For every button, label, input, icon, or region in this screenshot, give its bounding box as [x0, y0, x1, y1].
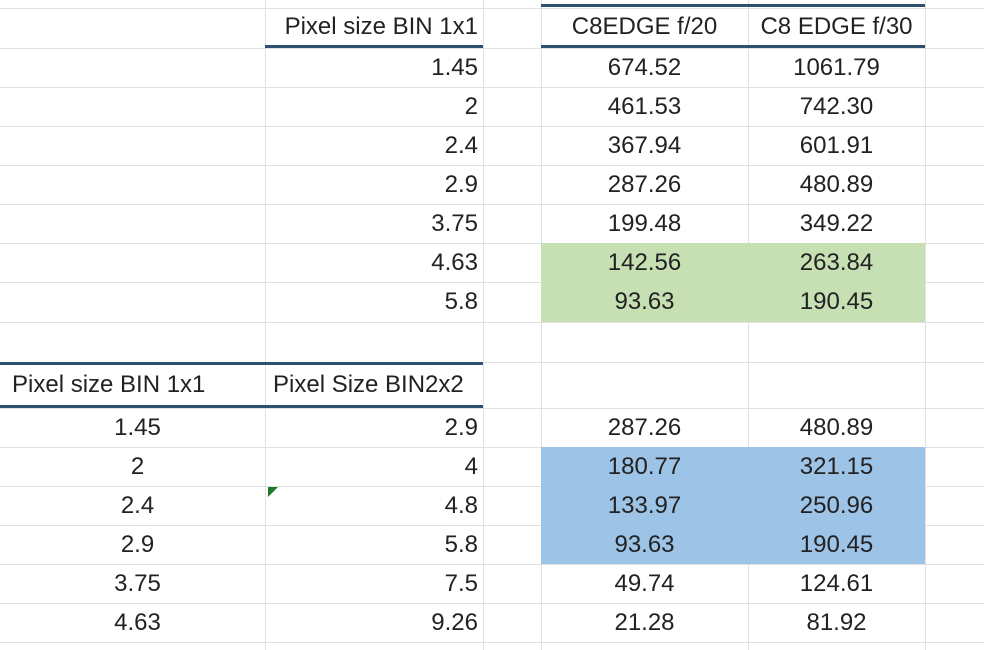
table-cell[interactable]: 1.45 [114, 413, 161, 441]
gridline-horizontal [0, 447, 984, 448]
table-cell[interactable]: 3.75 [431, 209, 478, 237]
table-cell[interactable]: 4.8 [444, 491, 478, 519]
table-cell[interactable]: 4.63 [114, 608, 161, 636]
gridline-vertical [265, 0, 266, 650]
column-header[interactable]: Pixel Size BIN2x2 [265, 362, 483, 408]
gridline-horizontal [0, 642, 984, 643]
gridline-horizontal [0, 564, 984, 565]
table-cell[interactable]: 4.63 [431, 248, 478, 276]
table-cell[interactable]: 287.26 [607, 170, 682, 198]
table-cell-highlighted-green[interactable]: 142.56 [541, 243, 748, 283]
gridline-horizontal [0, 126, 984, 127]
table-cell[interactable]: 742.30 [799, 92, 874, 120]
table-cell[interactable]: 2.9 [444, 170, 478, 198]
column-header[interactable]: C8 EDGE f/30 [748, 8, 925, 48]
table-cell[interactable]: 7.5 [444, 569, 478, 597]
table-cell[interactable]: 21.28 [614, 608, 675, 636]
gridline-horizontal [0, 603, 984, 604]
table-cell-highlighted-green[interactable]: 263.84 [748, 243, 925, 283]
table-cell-highlighted-blue[interactable]: 133.97 [541, 486, 748, 526]
gridline-horizontal [0, 408, 984, 409]
table-cell[interactable]: 2 [130, 452, 145, 480]
gridline-horizontal [0, 243, 984, 244]
table-cell-highlighted-green[interactable]: 190.45 [748, 282, 925, 322]
gridline-horizontal [0, 8, 984, 9]
table-cell[interactable]: 49.74 [614, 569, 675, 597]
table-cell[interactable]: 674.52 [607, 53, 682, 81]
table-cell[interactable]: 1061.79 [793, 53, 880, 81]
table-cell[interactable]: 9.26 [431, 608, 478, 636]
column-header[interactable]: Pixel size BIN 1x1 [265, 8, 483, 48]
gridline-horizontal [0, 322, 984, 323]
table-cell[interactable]: 4 [464, 452, 478, 480]
table-cell-highlighted-blue[interactable]: 250.96 [748, 486, 925, 526]
gridline-vertical [483, 0, 484, 650]
table-cell[interactable]: 1.45 [431, 53, 478, 81]
gridline-horizontal [0, 486, 984, 487]
table-cell[interactable]: 480.89 [799, 413, 874, 441]
table-cell-highlighted-green[interactable]: 93.63 [541, 282, 748, 322]
table-cell[interactable]: 461.53 [607, 92, 682, 120]
table-cell[interactable]: 124.61 [799, 569, 874, 597]
gridline-horizontal [0, 525, 984, 526]
gridline-horizontal [0, 282, 984, 283]
gridline-horizontal [0, 362, 984, 363]
table-cell-highlighted-blue[interactable]: 190.45 [748, 525, 925, 564]
table-cell[interactable]: 349.22 [799, 209, 874, 237]
table-cell[interactable]: 2.4 [444, 131, 478, 159]
table-cell[interactable]: 287.26 [607, 413, 682, 441]
table-cell-highlighted-blue[interactable]: 321.15 [748, 447, 925, 487]
table-cell[interactable]: 2.9 [444, 413, 478, 441]
table-cell[interactable]: 2.4 [120, 491, 155, 519]
table-cell[interactable]: 199.48 [607, 209, 682, 237]
gridline-vertical [541, 0, 542, 650]
table-cell[interactable]: 601.91 [799, 131, 874, 159]
table-cell[interactable]: 367.94 [607, 131, 682, 159]
gridline-vertical [748, 0, 749, 650]
table-cell-highlighted-blue[interactable]: 93.63 [541, 525, 748, 564]
gridline-horizontal [0, 204, 984, 205]
column-header[interactable]: C8EDGE f/20 [541, 8, 748, 48]
table-cell[interactable]: 81.92 [806, 608, 867, 636]
cell-error-indicator-icon[interactable] [268, 487, 278, 497]
gridline-vertical [925, 0, 926, 650]
table-cell[interactable]: 2 [464, 92, 478, 120]
table-cell[interactable]: 5.8 [444, 288, 478, 315]
column-header[interactable]: Pixel size BIN 1x1 [0, 362, 265, 408]
header-top-border [541, 4, 925, 8]
gridline-horizontal [0, 87, 984, 88]
gridline-horizontal [0, 165, 984, 166]
table-cell[interactable]: 5.8 [444, 530, 478, 558]
table-cell[interactable]: 3.75 [114, 569, 161, 597]
table-cell[interactable]: 2.9 [120, 530, 155, 558]
table-cell[interactable]: 480.89 [799, 170, 874, 198]
gridline-horizontal [0, 48, 984, 49]
table-cell-highlighted-blue[interactable]: 180.77 [541, 447, 748, 487]
